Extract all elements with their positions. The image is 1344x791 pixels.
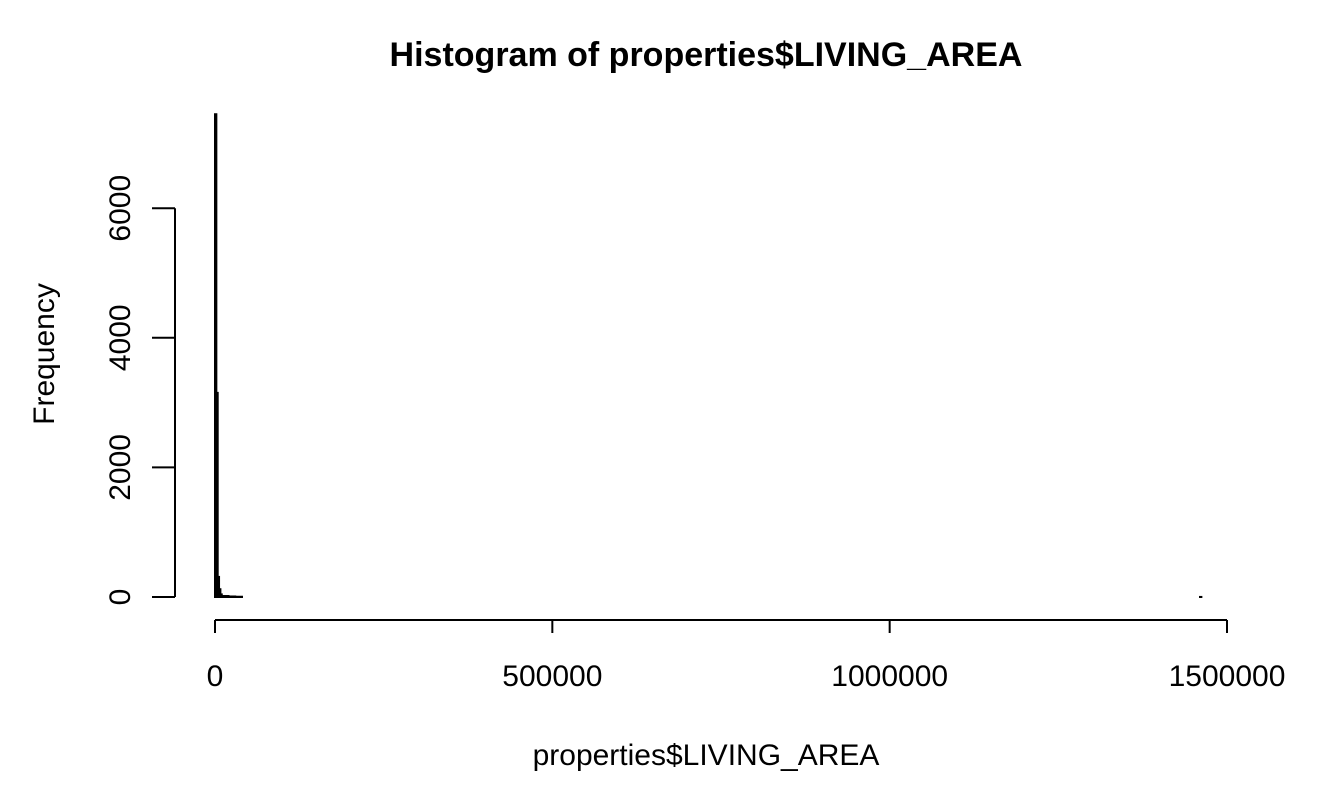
x-tick-label: 1000000 <box>831 660 948 693</box>
histogram-bar <box>220 595 230 599</box>
x-axis: 0 500000 1000000 1500000 <box>207 619 1286 693</box>
histogram-bars <box>214 113 1203 599</box>
x-axis-label: properties$LIVING_AREA <box>533 739 880 772</box>
x-tick-label: 500000 <box>502 660 602 693</box>
y-tick-label: 6000 <box>104 175 137 242</box>
y-tick-label: 4000 <box>104 304 137 371</box>
y-tick-label: 0 <box>104 589 137 606</box>
y-axis: 0 2000 4000 6000 <box>104 175 176 606</box>
x-tick-label: 1500000 <box>1169 660 1286 693</box>
x-tick-label: 0 <box>207 660 224 693</box>
histogram-bar <box>227 595 237 599</box>
y-axis-label: Frequency <box>28 283 61 425</box>
histogram-bar <box>215 391 219 598</box>
chart-title: Histogram of properties$LIVING_AREA <box>390 36 1023 74</box>
y-tick-label: 2000 <box>104 434 137 501</box>
